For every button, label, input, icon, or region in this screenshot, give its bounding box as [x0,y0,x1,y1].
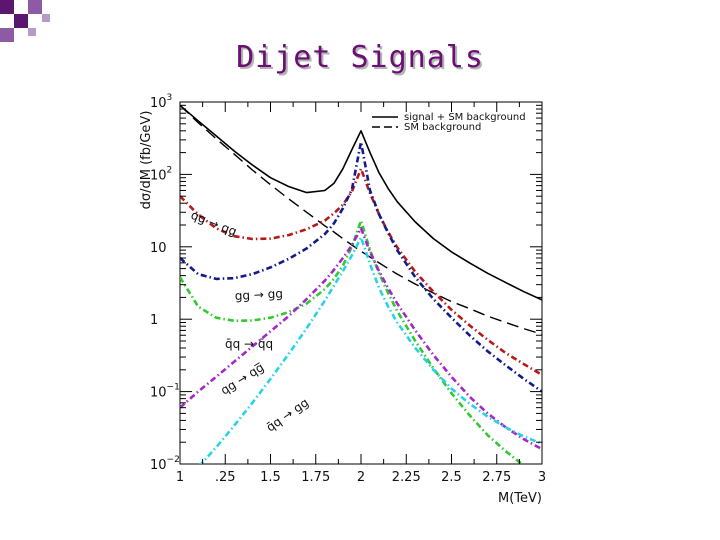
curve-annotation: qg → qg [189,208,239,239]
series-line-5 [180,219,524,464]
series-line-3 [180,167,542,377]
y-axis-label: dσ/dM (fb/GeV) [139,111,154,210]
x-tick-label: 1.5 [260,470,281,485]
curve-annotation: gg → gg [234,286,283,303]
curve-annotation: q̄q → gg [264,395,311,434]
plot-frame [179,101,543,465]
series-line-4 [180,140,542,393]
y-tick-label: 103 [150,93,172,111]
x-tick-label: 2.75 [482,470,511,485]
series-line-7 [199,236,542,464]
x-tick-label: 1.75 [301,470,330,485]
series-line-6 [180,227,542,451]
y-tick-label: 10 [150,241,167,256]
corner-decoration [0,0,50,42]
legend-entry: signal + SM background [404,112,526,123]
y-tick-label: 1 [150,313,158,328]
x-tick-label: .25 [215,470,236,485]
series-line-2 [180,104,542,335]
y-tick-label: 102 [150,165,172,183]
curve-annotation: q̄q → q̄q [225,337,273,351]
y-tick-label: 10−2 [150,455,180,473]
slide-title: Dijet Signals [236,40,484,75]
y-tick-label: 10−1 [150,383,180,401]
x-tick-label: 2.25 [392,470,421,485]
x-tick-label: 2.5 [441,470,462,485]
series-line-1 [180,104,542,301]
x-axis-label: M(TeV) [498,491,542,506]
legend-entry: SM background [404,122,481,133]
x-tick-label: 3 [538,470,546,485]
x-tick-label: 1 [176,470,184,485]
x-tick-label: 2 [357,470,365,485]
